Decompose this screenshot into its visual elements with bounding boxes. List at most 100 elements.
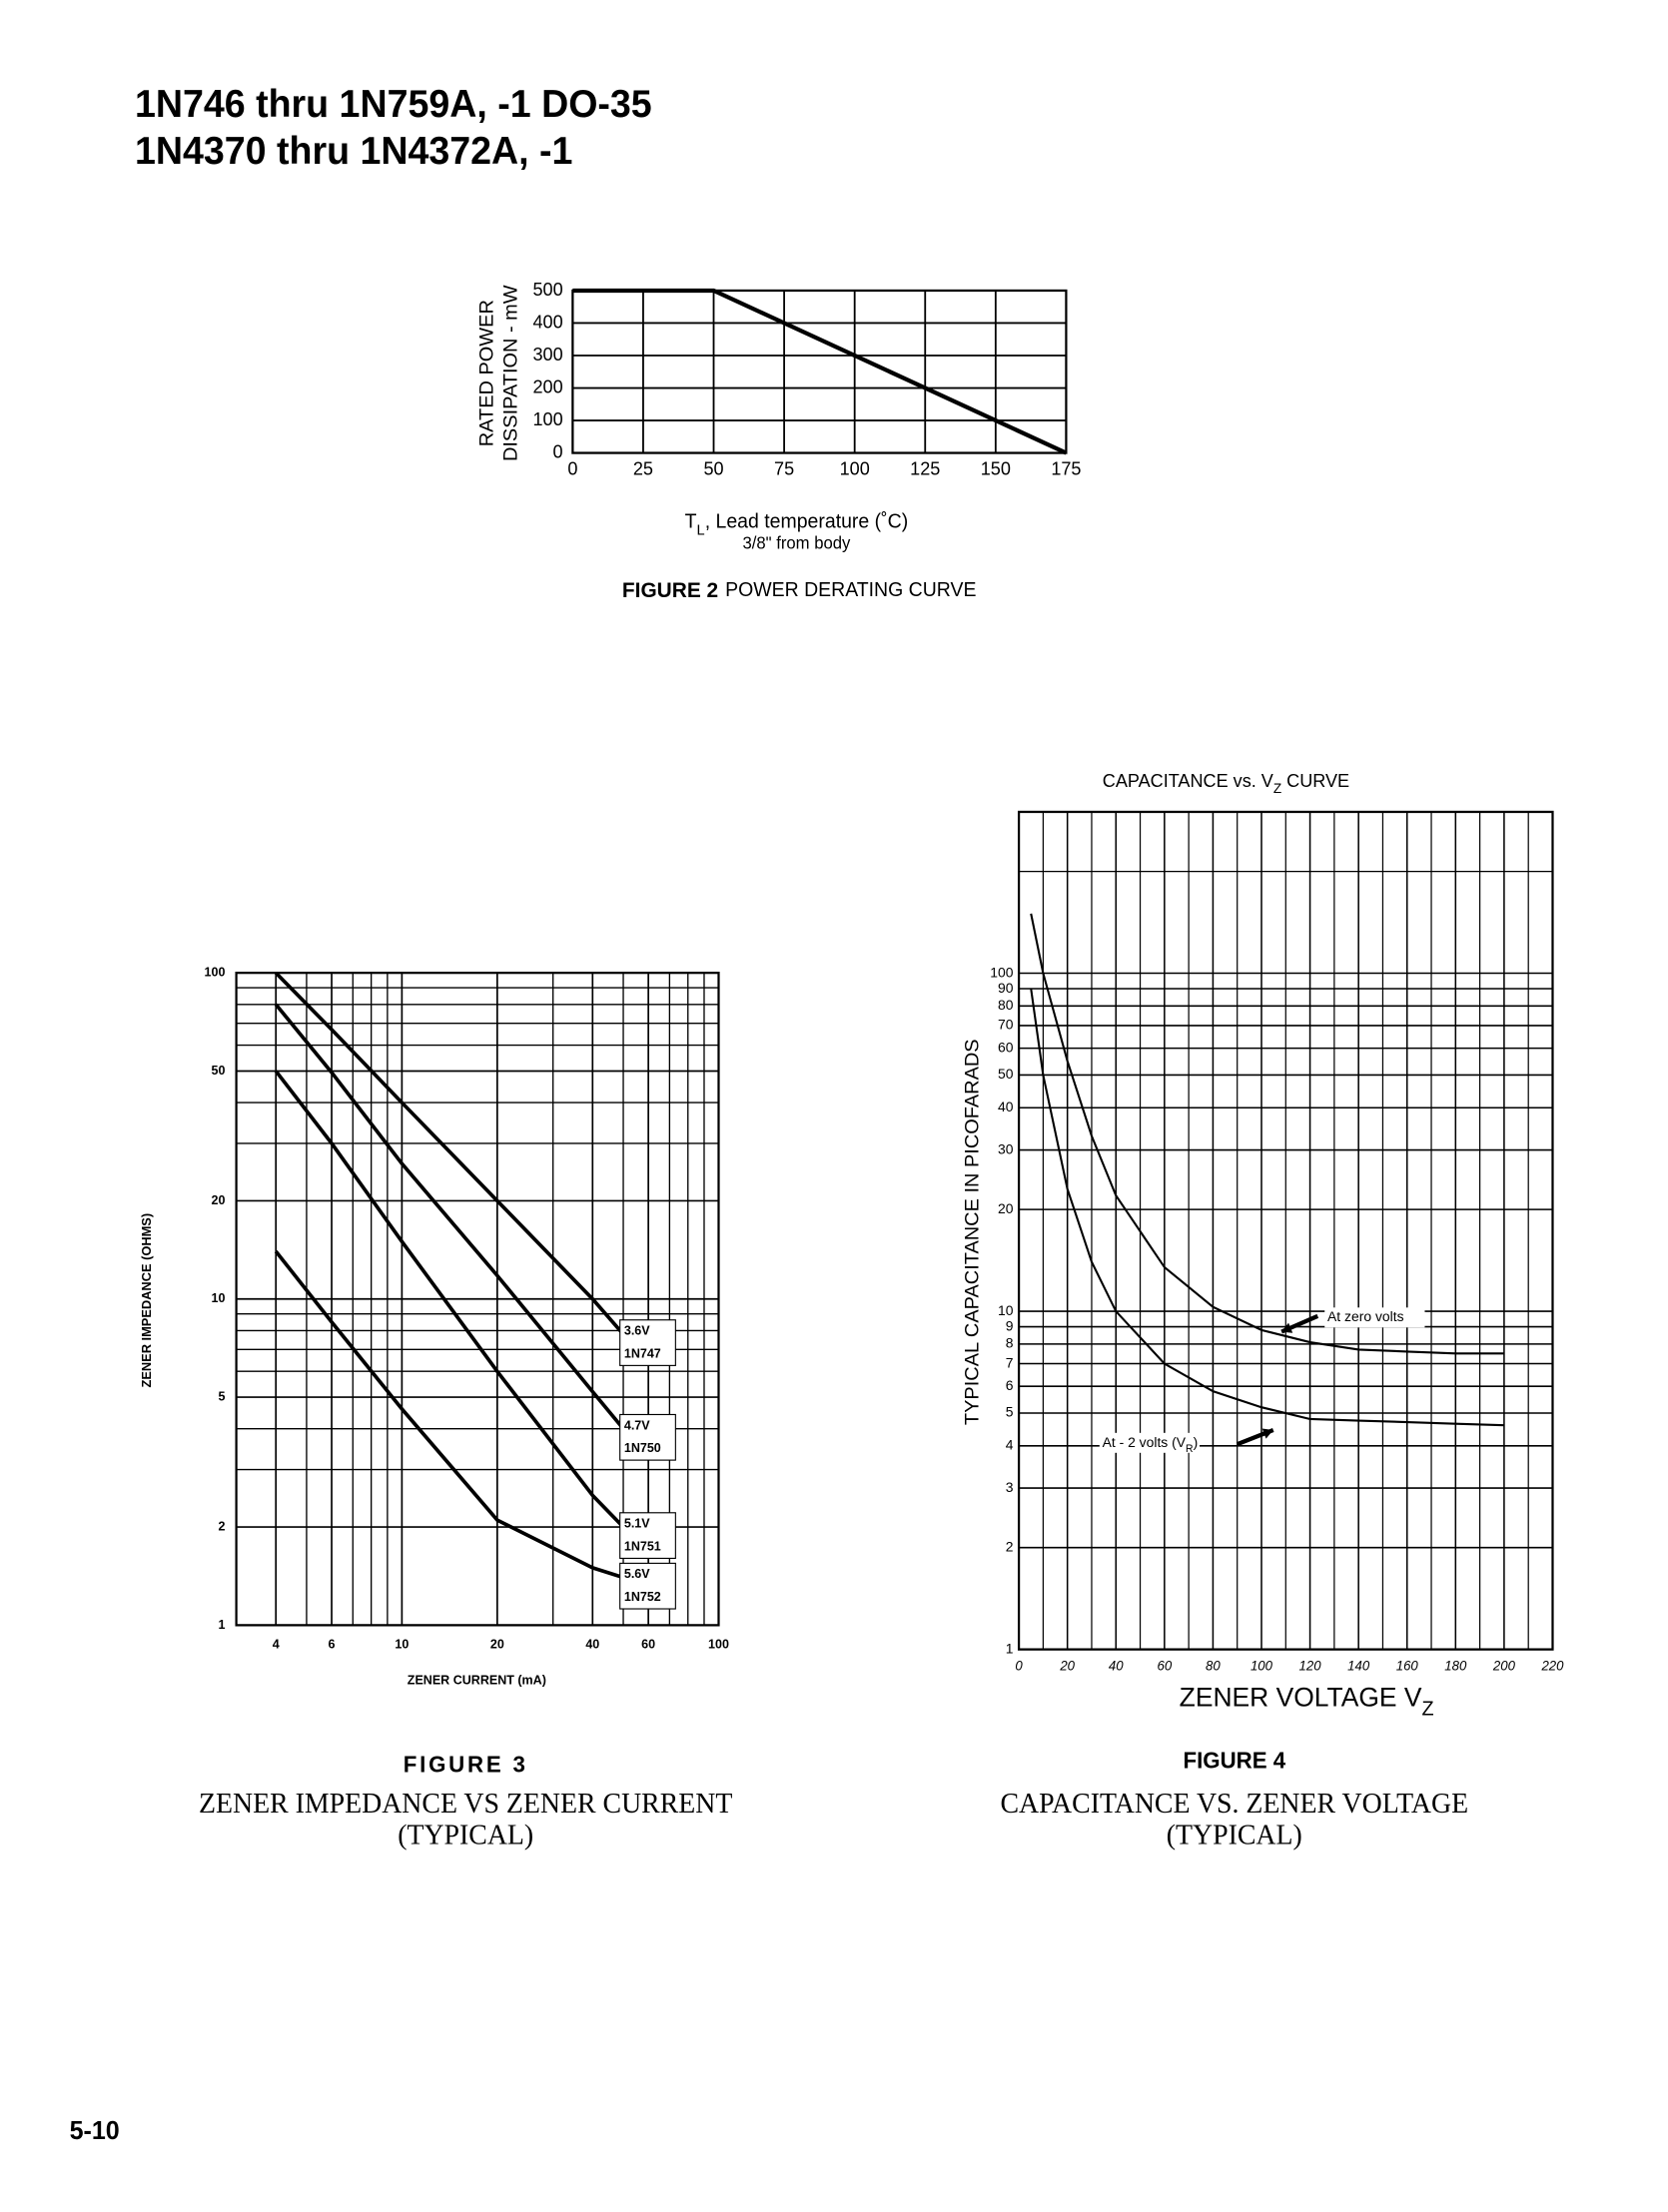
y-tick-label: 6 <box>1006 1377 1014 1393</box>
series-line <box>274 1070 625 1529</box>
x-tick-label: 0 <box>1015 1658 1023 1673</box>
x-axis-note: 3/8" from body <box>742 533 850 552</box>
series-line <box>1030 913 1504 1355</box>
x-tick-label: 220 <box>1540 1658 1564 1673</box>
figure-label: FIGURE 4 <box>1183 1748 1285 1773</box>
x-tick-label: 175 <box>1051 457 1081 478</box>
y-tick-label: 30 <box>998 1140 1014 1156</box>
series-label: 1N751 <box>624 1539 661 1553</box>
x-axis-label: ZENER VOLTAGE VZ <box>1180 1682 1434 1721</box>
y-tick-label: 100 <box>205 965 226 979</box>
text-part: At - 2 volts (V <box>1103 1433 1187 1449</box>
figure-caption: FIGURE 2 POWER DERATING CURVE <box>622 578 977 601</box>
y-tick-label: 7 <box>1006 1354 1014 1370</box>
text-part: CAPACITANCE vs. V <box>1103 770 1274 791</box>
plot-frame <box>571 289 1068 454</box>
text-part: CURVE <box>1281 770 1349 791</box>
series-label: 3.6V <box>624 1323 650 1337</box>
y-tick-label: 50 <box>998 1066 1014 1082</box>
x-tick-label: 4 <box>273 1638 280 1652</box>
x-tick-label: 25 <box>633 457 653 478</box>
y-tick-label: 9 <box>1006 1317 1014 1333</box>
y-tick-label: 2 <box>218 1519 225 1533</box>
figure-caption: (TYPICAL) <box>1167 1820 1302 1850</box>
figure-caption: CAPACITANCE VS. ZENER VOLTAGE <box>1000 1789 1468 1820</box>
plot-frame <box>235 972 720 1627</box>
x-tick-label: 60 <box>1157 1658 1172 1673</box>
figure-caption-text: POWER DERATING CURVE <box>725 579 976 601</box>
x-tick-label: 6 <box>329 1638 336 1652</box>
y-tick-label: 50 <box>212 1064 226 1078</box>
y-tick-label: 90 <box>998 980 1014 996</box>
x-tick-label: 100 <box>840 457 870 478</box>
y-tick-label: 10 <box>212 1291 226 1305</box>
x-tick-label: 40 <box>1109 1658 1124 1673</box>
x-tick-label: 200 <box>1492 1658 1516 1673</box>
series-label: 1N750 <box>624 1441 661 1455</box>
series-line <box>274 971 625 1336</box>
y-tick-label: 20 <box>998 1200 1014 1216</box>
text-part: L <box>697 522 705 538</box>
y-tick-label: 2 <box>1006 1538 1014 1554</box>
x-tick-label: 80 <box>1206 1658 1221 1673</box>
x-tick-label: 120 <box>1299 1658 1322 1673</box>
header-title: 1N4370 thru 1N4372A, -1 <box>135 131 572 174</box>
y-tick-label: 100 <box>532 408 562 429</box>
y-tick-label: 40 <box>998 1099 1014 1114</box>
arrow-head <box>1261 1428 1273 1439</box>
y-tick-label: 300 <box>532 344 562 365</box>
y-tick-label: 60 <box>998 1039 1014 1055</box>
series-line <box>274 1249 624 1580</box>
y-tick-label: 100 <box>990 964 1013 980</box>
x-axis-label: TL, Lead temperature (˚C) <box>685 511 909 539</box>
y-tick-label: 0 <box>553 440 563 461</box>
annotation: At zero volts <box>1327 1308 1404 1324</box>
label-bg <box>1099 1432 1201 1453</box>
figure-label: FIGURE 2 <box>622 578 718 601</box>
figure-label: FIGURE 3 <box>404 1752 528 1777</box>
y-tick-label: 400 <box>532 311 562 332</box>
series-label: 1N752 <box>624 1590 661 1604</box>
y-axis-label: DISSIPATION - mW <box>499 285 521 461</box>
arrow-head <box>1281 1322 1293 1333</box>
y-tick-label: 20 <box>212 1193 226 1207</box>
text-part: ) <box>1194 1433 1199 1449</box>
text-part: T <box>685 511 697 533</box>
y-tick-label: 4 <box>1006 1436 1014 1452</box>
series-line <box>1030 988 1504 1427</box>
label-box <box>619 1319 676 1366</box>
series-label: 1N747 <box>624 1346 661 1360</box>
x-tick-label: 50 <box>703 457 723 478</box>
y-tick-label: 500 <box>532 279 562 300</box>
y-tick-label: 70 <box>998 1017 1014 1033</box>
y-axis-label: TYPICAL CAPACITANCE IN PICOFARADS <box>962 1039 984 1425</box>
x-axis-label: ZENER CURRENT (mA) <box>408 1673 546 1687</box>
y-tick-label: 5 <box>1006 1404 1014 1420</box>
series-label: 5.1V <box>624 1516 650 1530</box>
label-bg <box>1324 1307 1425 1328</box>
page-number: 5-10 <box>70 2117 120 2145</box>
label-box <box>619 1413 676 1461</box>
text-part: Z <box>1422 1699 1434 1721</box>
series-label: 5.6V <box>624 1567 650 1581</box>
label-box <box>619 1562 676 1610</box>
annotation: At - 2 volts (VR) <box>1103 1433 1199 1454</box>
x-tick-label: 180 <box>1444 1658 1467 1673</box>
text-part: ZENER VOLTAGE V <box>1180 1682 1422 1712</box>
series-label: 4.7V <box>624 1418 650 1432</box>
x-tick-label: 100 <box>1251 1658 1273 1673</box>
x-tick-label: 20 <box>490 1638 504 1652</box>
y-tick-label: 8 <box>1006 1334 1014 1350</box>
header-title: 1N746 thru 1N759A, -1 DO-35 <box>135 84 652 127</box>
x-tick-label: 160 <box>1396 1658 1419 1673</box>
y-axis-label: ZENER IMPEDANCE (OHMS) <box>140 1213 154 1388</box>
y-tick-label: 5 <box>218 1389 225 1403</box>
figure-caption: ZENER IMPEDANCE VS ZENER CURRENT <box>199 1789 732 1820</box>
x-tick-label: 150 <box>981 457 1011 478</box>
x-tick-label: 125 <box>910 457 940 478</box>
series-line <box>274 1003 625 1430</box>
x-tick-label: 60 <box>641 1638 655 1652</box>
y-tick-label: 3 <box>1006 1479 1014 1495</box>
series-line <box>572 288 1068 455</box>
